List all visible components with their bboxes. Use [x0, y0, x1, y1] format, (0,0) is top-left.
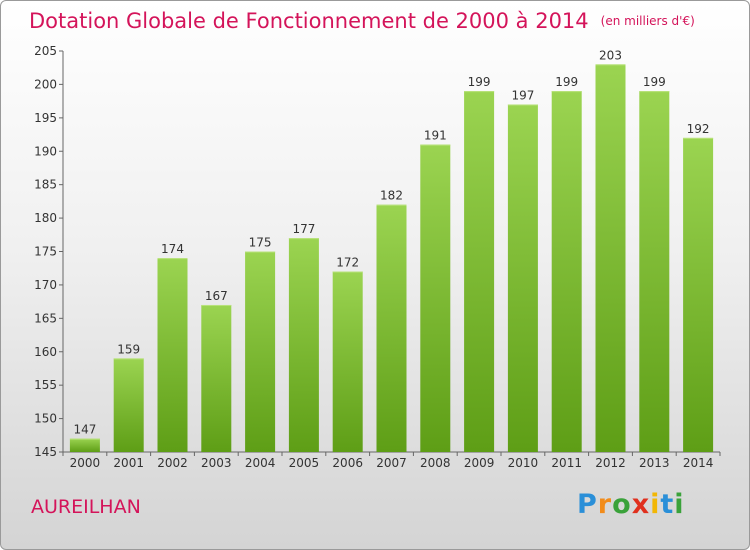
y-tick-label: 200	[34, 77, 57, 91]
x-tick-label: 2003	[201, 456, 232, 470]
bar	[288, 238, 319, 452]
bar	[551, 91, 582, 452]
data-label: 167	[205, 289, 228, 303]
bar	[683, 137, 714, 452]
x-tick-label: 2009	[464, 456, 495, 470]
data-label: 177	[292, 222, 315, 236]
x-tick-label: 2013	[639, 456, 670, 470]
y-tick-label: 185	[34, 178, 57, 192]
y-tick-label: 190	[34, 144, 57, 158]
data-label: 197	[511, 88, 534, 102]
x-tick-label: 2006	[332, 456, 363, 470]
data-label: 199	[468, 75, 491, 89]
y-tick-label: 155	[34, 378, 57, 392]
bar	[113, 358, 144, 452]
x-tick-label: 2014	[683, 456, 714, 470]
proxiti-logo: Proxiti	[577, 489, 685, 520]
y-tick-label: 150	[34, 412, 57, 426]
y-tick-label: 180	[34, 211, 57, 225]
data-label: 159	[117, 342, 140, 356]
data-label: 192	[687, 122, 710, 136]
x-tick-label: 2011	[551, 456, 582, 470]
y-tick-label: 145	[34, 445, 57, 459]
data-label: 174	[161, 242, 184, 256]
data-label: 191	[424, 129, 447, 143]
chart-unit: (en milliers d'€)	[600, 14, 695, 28]
y-tick-label: 195	[34, 111, 57, 125]
bar	[157, 258, 188, 452]
chart-title: Dotation Globale de Fonctionnement de 20…	[29, 9, 695, 33]
x-tick-label: 2000	[70, 456, 101, 470]
data-label: 147	[73, 423, 96, 437]
data-label: 203	[599, 48, 622, 62]
x-tick-label: 2001	[113, 456, 144, 470]
bar	[464, 91, 495, 452]
bar	[332, 271, 363, 452]
value-labels: 147 159 174 167 175 177 172 182 191 199 197 199 203 1…	[73, 48, 709, 436]
bar	[420, 144, 451, 453]
bar	[595, 64, 626, 452]
data-label: 199	[555, 75, 578, 89]
bar	[507, 104, 538, 452]
x-tick-label: 2007	[376, 456, 407, 470]
y-tick-label: 165	[34, 311, 57, 325]
data-label: 199	[643, 75, 666, 89]
y-tick-label: 175	[34, 245, 57, 259]
bar	[376, 204, 407, 452]
x-tick-label: 2008	[420, 456, 451, 470]
bar	[201, 304, 232, 452]
bar	[639, 91, 670, 452]
bar	[69, 438, 100, 452]
data-label: 182	[380, 189, 403, 203]
y-tick-label: 160	[34, 345, 57, 359]
data-label: 172	[336, 256, 359, 270]
x-tick-label: 2012	[595, 456, 626, 470]
axes: 145 150 155 160 165 170 175 180 185 190 195 200 205 2…	[34, 44, 721, 470]
x-tick-label: 2010	[508, 456, 539, 470]
y-tick-label: 170	[34, 278, 57, 292]
place-name: AUREILHAN	[31, 496, 141, 518]
x-tick-label: 2002	[157, 456, 188, 470]
bars	[69, 64, 714, 453]
bar	[245, 251, 276, 452]
y-tick-label: 205	[34, 44, 57, 58]
chart-title-text: Dotation Globale de Fonctionnement de 20…	[29, 9, 589, 33]
x-tick-label: 2004	[245, 456, 276, 470]
x-tick-label: 2005	[289, 456, 320, 470]
data-label: 175	[249, 236, 272, 250]
